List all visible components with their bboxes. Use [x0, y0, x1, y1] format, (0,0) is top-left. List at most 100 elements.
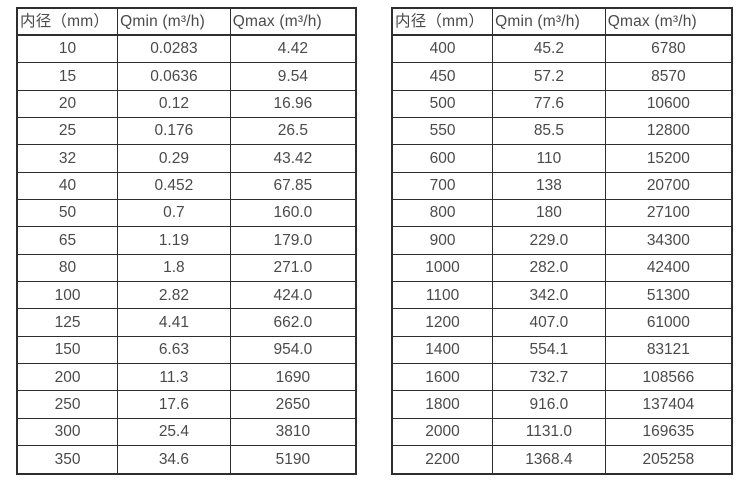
table-row: 200 11.3 1690	[16, 363, 357, 392]
table-cell: 0.7	[117, 199, 231, 228]
table-row: 40 0.452 67.85	[16, 171, 357, 201]
table-cell: 45.2	[492, 34, 606, 64]
table-row: 50 0.7 160.0	[16, 199, 357, 228]
table-cell: 57.2	[492, 62, 606, 91]
column-header: Qmax (m³/h)	[604, 7, 733, 36]
table-cell: 138	[492, 171, 606, 201]
table-cell: 15	[16, 62, 119, 91]
table-cell: 1200	[391, 308, 494, 337]
table-row: 500 77.6 10600	[391, 89, 733, 119]
table-cell: 271.0	[229, 253, 357, 283]
table-cell: 180	[492, 199, 606, 228]
table-cell: 25	[16, 117, 119, 146]
table-cell: 900	[391, 226, 494, 255]
table-row: 700 138 20700	[391, 171, 733, 201]
table-cell: 42400	[604, 253, 733, 283]
table-cell: 15200	[604, 144, 733, 173]
table-cell: 10600	[604, 89, 733, 119]
column-header: Qmax (m³/h)	[229, 7, 357, 36]
table-cell: 4.42	[229, 34, 357, 64]
table-cell: 17.6	[117, 390, 231, 419]
table-cell: 32	[16, 144, 119, 173]
table-cell: 6.63	[117, 335, 231, 365]
table-cell: 65	[16, 226, 119, 255]
table-cell: 1000	[391, 253, 494, 283]
column-header: 内径（mm）	[391, 7, 494, 36]
table-cell: 50	[16, 199, 119, 228]
table-cell: 27100	[604, 199, 733, 228]
table-cell: 2000	[391, 417, 494, 447]
table-cell: 1800	[391, 390, 494, 419]
table-row: 1000 282.0 42400	[391, 253, 733, 283]
table-cell: 10	[16, 34, 119, 64]
table-row: 1100 342.0 51300	[391, 281, 733, 310]
table-cell: 2.82	[117, 281, 231, 310]
table-cell: 20700	[604, 171, 733, 201]
table-row: 1600 732.7 108566	[391, 363, 733, 392]
column-header: Qmin (m³/h)	[117, 7, 231, 36]
table-row: 1400 554.1 83121	[391, 335, 733, 365]
table-cell: 2200	[391, 445, 494, 474]
table-cell: 450	[391, 62, 494, 91]
table-cell: 51300	[604, 281, 733, 310]
table-cell: 1400	[391, 335, 494, 365]
table-cell: 342.0	[492, 281, 606, 310]
table-row: 32 0.29 43.42	[16, 144, 357, 173]
table-cell: 20	[16, 89, 119, 119]
table-cell: 160.0	[229, 199, 357, 228]
table-cell: 9.54	[229, 62, 357, 91]
table-cell: 34300	[604, 226, 733, 255]
header-row: 内径（mm） Qmin (m³/h) Qmax (m³/h)	[16, 7, 357, 36]
table-cell: 0.29	[117, 144, 231, 173]
table-cell: 1100	[391, 281, 494, 310]
table-cell: 916.0	[492, 390, 606, 419]
table-row: 125 4.41 662.0	[16, 308, 357, 337]
table-cell: 554.1	[492, 335, 606, 365]
table-row: 100 2.82 424.0	[16, 281, 357, 310]
table-cell: 26.5	[229, 117, 357, 146]
table-cell: 4.41	[117, 308, 231, 337]
table-row: 20 0.12 16.96	[16, 89, 357, 119]
table-cell: 424.0	[229, 281, 357, 310]
table-cell: 954.0	[229, 335, 357, 365]
table-cell: 1600	[391, 363, 494, 392]
table-cell: 110	[492, 144, 606, 173]
column-header: 内径（mm）	[16, 7, 119, 36]
table-cell: 137404	[604, 390, 733, 419]
table-cell: 0.12	[117, 89, 231, 119]
table-cell: 16.96	[229, 89, 357, 119]
table-row: 10 0.0283 4.42	[16, 34, 357, 64]
table-cell: 407.0	[492, 308, 606, 337]
table-row: 450 57.2 8570	[391, 62, 733, 91]
table-cell: 5190	[229, 445, 357, 474]
table-row: 65 1.19 179.0	[16, 226, 357, 255]
table-row: 300 25.4 3810	[16, 417, 357, 447]
table-cell: 229.0	[492, 226, 606, 255]
header-row: 内径（mm） Qmin (m³/h) Qmax (m³/h)	[391, 7, 733, 36]
table-cell: 0.0283	[117, 34, 231, 64]
table-cell: 179.0	[229, 226, 357, 255]
table-cell: 67.85	[229, 171, 357, 201]
table-cell: 662.0	[229, 308, 357, 337]
table-cell: 0.176	[117, 117, 231, 146]
table-cell: 43.42	[229, 144, 357, 173]
table-cell: 83121	[604, 335, 733, 365]
table-row: 600 110 15200	[391, 144, 733, 173]
table-cell: 350	[16, 445, 119, 474]
table-cell: 700	[391, 171, 494, 201]
flow-spec-table-large-diameters: 内径（mm） Qmin (m³/h) Qmax (m³/h) 400 45.2 6780…	[391, 7, 733, 475]
table-cell: 40	[16, 171, 119, 201]
table-cell: 250	[16, 390, 119, 419]
table-cell: 1.19	[117, 226, 231, 255]
table-cell: 34.6	[117, 445, 231, 474]
table-cell: 8570	[604, 62, 733, 91]
table-cell: 1368.4	[492, 445, 606, 474]
column-header: Qmin (m³/h)	[492, 7, 606, 36]
table-cell: 2650	[229, 390, 357, 419]
table-cell: 169635	[604, 417, 733, 447]
flow-spec-table-small-diameters: 内径（mm） Qmin (m³/h) Qmax (m³/h) 10 0.0283 4.4…	[16, 7, 357, 475]
table-row: 15 0.0636 9.54	[16, 62, 357, 91]
table-row: 1200 407.0 61000	[391, 308, 733, 337]
table-cell: 600	[391, 144, 494, 173]
